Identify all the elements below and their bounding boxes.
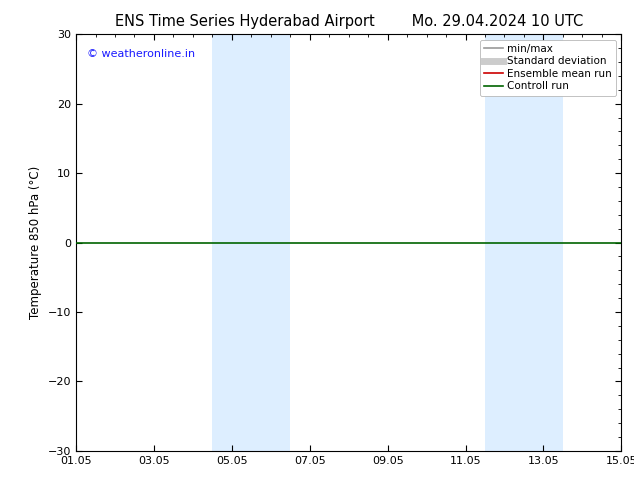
Legend: min/max, Standard deviation, Ensemble mean run, Controll run: min/max, Standard deviation, Ensemble me… <box>480 40 616 96</box>
Bar <box>251 34 290 451</box>
Bar <box>212 34 251 451</box>
Title: ENS Time Series Hyderabad Airport        Mo. 29.04.2024 10 UTC: ENS Time Series Hyderabad Airport Mo. 29… <box>115 14 583 29</box>
Y-axis label: Temperature 850 hPa (°C): Temperature 850 hPa (°C) <box>29 166 42 319</box>
Bar <box>485 34 524 451</box>
Text: © weatheronline.in: © weatheronline.in <box>87 49 195 59</box>
Bar <box>524 34 563 451</box>
